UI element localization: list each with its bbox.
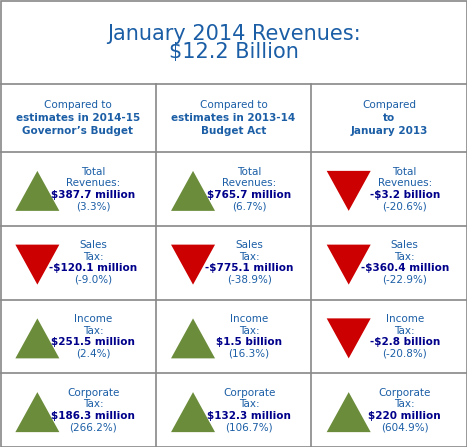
Text: Tax:: Tax: [395, 325, 415, 336]
Text: January 2013: January 2013 [350, 127, 428, 136]
Text: Compared: Compared [362, 100, 416, 110]
Text: -$775.1 million: -$775.1 million [205, 263, 293, 274]
Text: Budget Act: Budget Act [201, 127, 266, 136]
Text: Revenues:: Revenues: [378, 178, 432, 188]
Text: (16.3%): (16.3%) [228, 349, 269, 358]
Text: Tax:: Tax: [395, 252, 415, 262]
Text: $132.3 million: $132.3 million [207, 411, 291, 421]
Text: (-22.9%): (-22.9%) [382, 275, 427, 285]
Text: $186.3 million: $186.3 million [51, 411, 135, 421]
Text: Total: Total [393, 167, 417, 177]
Text: Total: Total [237, 167, 261, 177]
Polygon shape [15, 318, 59, 358]
Text: -$2.8 billion: -$2.8 billion [369, 337, 440, 347]
Text: (6.7%): (6.7%) [232, 201, 266, 211]
Text: Sales: Sales [235, 240, 263, 250]
Polygon shape [327, 318, 371, 358]
Text: Governor’s Budget: Governor’s Budget [22, 127, 134, 136]
Text: Tax:: Tax: [83, 399, 104, 409]
Text: to: to [383, 113, 395, 123]
Text: (266.2%): (266.2%) [70, 422, 117, 432]
Text: Corporate: Corporate [223, 388, 275, 398]
Polygon shape [171, 245, 215, 285]
Text: Tax:: Tax: [83, 252, 104, 262]
Text: (-38.9%): (-38.9%) [226, 275, 271, 285]
Text: Tax:: Tax: [239, 325, 259, 336]
Polygon shape [327, 245, 371, 285]
Text: Income: Income [74, 314, 113, 324]
Text: Income: Income [230, 314, 268, 324]
Text: Revenues:: Revenues: [66, 178, 120, 188]
Polygon shape [171, 392, 215, 432]
Polygon shape [171, 318, 215, 358]
Text: Total: Total [81, 167, 106, 177]
Text: -$360.4 million: -$360.4 million [361, 263, 449, 274]
Text: $387.7 million: $387.7 million [51, 190, 135, 200]
Text: Tax:: Tax: [83, 325, 104, 336]
Text: Income: Income [386, 314, 424, 324]
Text: Corporate: Corporate [379, 388, 431, 398]
Text: $1.5 billion: $1.5 billion [216, 337, 282, 347]
Text: -$3.2 billion: -$3.2 billion [369, 190, 440, 200]
Polygon shape [15, 245, 59, 285]
Text: Tax:: Tax: [239, 399, 259, 409]
Text: (604.9%): (604.9%) [381, 422, 429, 432]
Polygon shape [171, 171, 215, 211]
Text: estimates in 2013-14: estimates in 2013-14 [171, 113, 296, 123]
Text: $765.7 million: $765.7 million [207, 190, 291, 200]
Text: -$120.1 million: -$120.1 million [50, 263, 137, 274]
Polygon shape [15, 171, 59, 211]
Polygon shape [327, 392, 371, 432]
Text: estimates in 2014-15: estimates in 2014-15 [16, 113, 140, 123]
Text: Revenues:: Revenues: [222, 178, 276, 188]
Text: (2.4%): (2.4%) [76, 349, 111, 358]
Text: (-20.6%): (-20.6%) [382, 201, 427, 211]
Text: (106.7%): (106.7%) [225, 422, 273, 432]
Text: (3.3%): (3.3%) [76, 201, 111, 211]
Text: January 2014 Revenues:: January 2014 Revenues: [106, 24, 361, 44]
Text: Sales: Sales [391, 240, 419, 250]
Text: Corporate: Corporate [67, 388, 120, 398]
Text: Tax:: Tax: [239, 252, 259, 262]
Text: Tax:: Tax: [395, 399, 415, 409]
Text: Compared to: Compared to [44, 100, 112, 110]
Polygon shape [15, 392, 59, 432]
Text: (-9.0%): (-9.0%) [74, 275, 113, 285]
Text: Compared to: Compared to [199, 100, 268, 110]
Text: Sales: Sales [79, 240, 107, 250]
Text: $220 million: $220 million [368, 411, 441, 421]
Text: (-20.8%): (-20.8%) [382, 349, 427, 358]
Text: $251.5 million: $251.5 million [51, 337, 135, 347]
Text: $12.2 Billion: $12.2 Billion [169, 42, 298, 62]
Polygon shape [327, 171, 371, 211]
